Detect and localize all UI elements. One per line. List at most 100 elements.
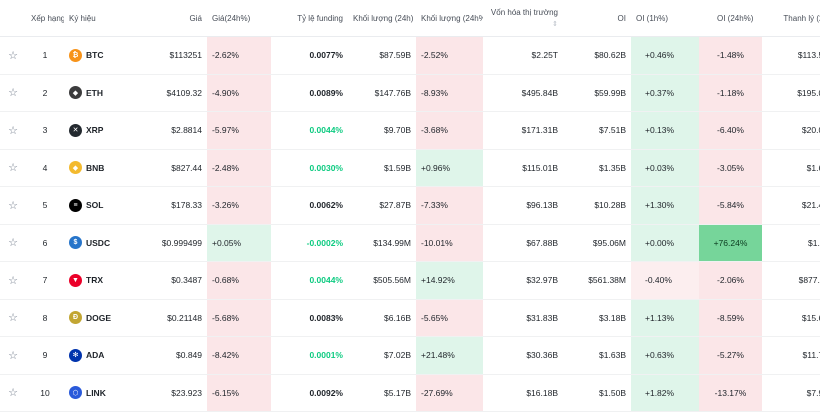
price-cell: $0.21148 xyxy=(142,299,207,337)
rank-cell: 2 xyxy=(26,74,64,112)
symbol-cell[interactable]: ≡ SOL xyxy=(64,186,142,225)
market-cap-header[interactable]: Vốn hóa thị trường ⇕ xyxy=(483,0,563,37)
symbol-label: BNB xyxy=(86,162,105,173)
symbol-cell[interactable]: ⬡ LINK xyxy=(64,374,142,412)
volume-cell: $27.87B xyxy=(348,186,416,225)
favorite-star-icon[interactable]: ☆ xyxy=(0,186,26,225)
table-row[interactable]: ☆ 9 ✻ ADA $0.849 -8.42% 0.0001% $7.02B +… xyxy=(0,336,820,375)
volume-change-cell: +21.48% xyxy=(416,336,483,375)
rank-cell: 10 xyxy=(26,374,64,412)
liquidation-cell: $15.60M xyxy=(762,299,820,337)
symbol-cell[interactable]: ✕ XRP xyxy=(64,111,142,150)
table-row[interactable]: ☆ 7 ▼ TRX $0.3487 -0.68% 0.0044% $505.56… xyxy=(0,261,820,300)
funding-cell: 0.0030% xyxy=(271,149,348,187)
liquidation-header[interactable]: Thanh lý (24h) xyxy=(762,0,820,37)
volume-cell: $9.70B xyxy=(348,111,416,150)
funding-cell: -0.0002% xyxy=(271,224,348,262)
table-row[interactable]: ☆ 5 ≡ SOL $178.33 -3.26% 0.0062% $27.87B… xyxy=(0,186,820,225)
symbol-cell[interactable]: ✻ ADA xyxy=(64,336,142,375)
favorite-star-icon[interactable]: ☆ xyxy=(0,149,26,187)
table-row[interactable]: ☆ 1 ₿ BTC $113251 -2.62% 0.0077% $87.59B… xyxy=(0,36,820,75)
symbol-cell[interactable]: ₿ BTC xyxy=(64,36,142,75)
funding-cell: 0.0062% xyxy=(271,186,348,225)
funding-cell: 0.0044% xyxy=(271,111,348,150)
funding-cell: 0.0089% xyxy=(271,74,348,112)
volume-change-header[interactable]: Khối lượng (24h%) xyxy=(416,0,483,37)
favorite-star-icon[interactable]: ☆ xyxy=(0,299,26,337)
price-cell: $0.999499 xyxy=(142,224,207,262)
oi-cell: $1.63B xyxy=(563,336,631,375)
symbol-label: TRX xyxy=(86,275,103,286)
oi-1h-header[interactable]: OI (1h%) xyxy=(631,0,699,37)
price-header[interactable]: Giá xyxy=(142,0,207,37)
oi-24h-cell: -6.40% xyxy=(699,111,762,150)
market-cap-cell: $16.18B xyxy=(483,374,563,412)
price-change-header[interactable]: Giá(24h%) xyxy=(207,0,271,37)
volume-cell: $134.99M xyxy=(348,224,416,262)
liquidation-cell: $1.64M xyxy=(762,149,820,187)
volume-cell: $6.16B xyxy=(348,299,416,337)
favorite-star-icon[interactable]: ☆ xyxy=(0,336,26,375)
favorite-star-icon[interactable]: ☆ xyxy=(0,36,26,75)
favorite-star-icon[interactable]: ☆ xyxy=(0,261,26,300)
oi-1h-cell: +0.37% xyxy=(631,74,699,112)
oi-cell: $561.38M xyxy=(563,261,631,300)
oi-1h-cell: +0.03% xyxy=(631,149,699,187)
table-row[interactable]: ☆ 4 ◆ BNB $827.44 -2.48% 0.0030% $1.59B … xyxy=(0,149,820,187)
oi-24h-cell: -3.05% xyxy=(699,149,762,187)
price-cell: $178.33 xyxy=(142,186,207,225)
sort-icon[interactable]: ⇕ xyxy=(552,20,558,28)
symbol-header[interactable]: Ký hiệu xyxy=(64,0,142,37)
liquidation-cell: $1.01K xyxy=(762,224,820,262)
price-change-cell: -8.42% xyxy=(207,336,271,375)
table-row[interactable]: ☆ 10 ⬡ LINK $23.923 -6.15% 0.0092% $5.17… xyxy=(0,374,820,412)
volume-cell: $87.59B xyxy=(348,36,416,75)
favorite-star-icon[interactable]: ☆ xyxy=(0,224,26,262)
rank-cell: 3 xyxy=(26,111,64,150)
rank-header[interactable]: Xếp hạng xyxy=(26,0,64,37)
liquidation-cell: $877.51K xyxy=(762,261,820,300)
favorite-star-icon[interactable]: ☆ xyxy=(0,374,26,412)
favorite-star-icon[interactable]: ☆ xyxy=(0,111,26,150)
funding-cell: 0.0001% xyxy=(271,336,348,375)
symbol-cell[interactable]: Ð DOGE xyxy=(64,299,142,337)
symbol-cell[interactable]: ◆ ETH xyxy=(64,74,142,112)
price-change-cell: -2.62% xyxy=(207,36,271,75)
liquidation-cell: $195.08M xyxy=(762,74,820,112)
price-cell: $0.849 xyxy=(142,336,207,375)
table-row[interactable]: ☆ 2 ◆ ETH $4109.32 -4.90% 0.0089% $147.7… xyxy=(0,74,820,112)
table-row[interactable]: ☆ 6 $ USDC $0.999499 +0.05% -0.0002% $13… xyxy=(0,224,820,262)
btc-coin-icon: ₿ xyxy=(69,48,82,62)
symbol-label: BTC xyxy=(86,50,104,61)
volume-change-cell: -7.33% xyxy=(416,186,483,225)
oi-cell: $7.51B xyxy=(563,111,631,150)
market-cap-cell: $67.88B xyxy=(483,224,563,262)
market-cap-cell: $30.36B xyxy=(483,336,563,375)
table-header: Xếp hạng Ký hiệu Giá Giá(24h%) Tỷ lệ fun… xyxy=(0,0,820,37)
table-row[interactable]: ☆ 3 ✕ XRP $2.8814 -5.97% 0.0044% $9.70B … xyxy=(0,111,820,150)
symbol-cell[interactable]: ◆ BNB xyxy=(64,149,142,187)
eth-coin-icon: ◆ xyxy=(69,86,82,100)
oi-header[interactable]: OI xyxy=(563,0,631,37)
oi-1h-cell: +0.63% xyxy=(631,336,699,375)
market-cap-cell: $2.25T xyxy=(483,36,563,75)
symbol-cell[interactable]: $ USDC xyxy=(64,224,142,262)
rank-cell: 9 xyxy=(26,336,64,375)
volume-change-cell: -8.93% xyxy=(416,74,483,112)
favorite-star-icon[interactable]: ☆ xyxy=(0,74,26,112)
table-row[interactable]: ☆ 8 Ð DOGE $0.21148 -5.68% 0.0083% $6.16… xyxy=(0,299,820,337)
market-cap-cell: $115.01B xyxy=(483,149,563,187)
liquidation-cell: $113.59M xyxy=(762,36,820,75)
price-change-cell: -2.48% xyxy=(207,149,271,187)
oi-24h-cell: -1.18% xyxy=(699,74,762,112)
oi-24h-header[interactable]: OI (24h%) xyxy=(699,0,762,37)
price-change-cell: -4.90% xyxy=(207,74,271,112)
market-cap-cell: $495.84B xyxy=(483,74,563,112)
market-cap-cell: $31.83B xyxy=(483,299,563,337)
funding-cell: 0.0077% xyxy=(271,36,348,75)
funding-header[interactable]: Tỷ lệ funding xyxy=(271,0,348,37)
volume-cell: $5.17B xyxy=(348,374,416,412)
symbol-cell[interactable]: ▼ TRX xyxy=(64,261,142,300)
volume-header[interactable]: Khối lượng (24h) xyxy=(348,0,416,37)
